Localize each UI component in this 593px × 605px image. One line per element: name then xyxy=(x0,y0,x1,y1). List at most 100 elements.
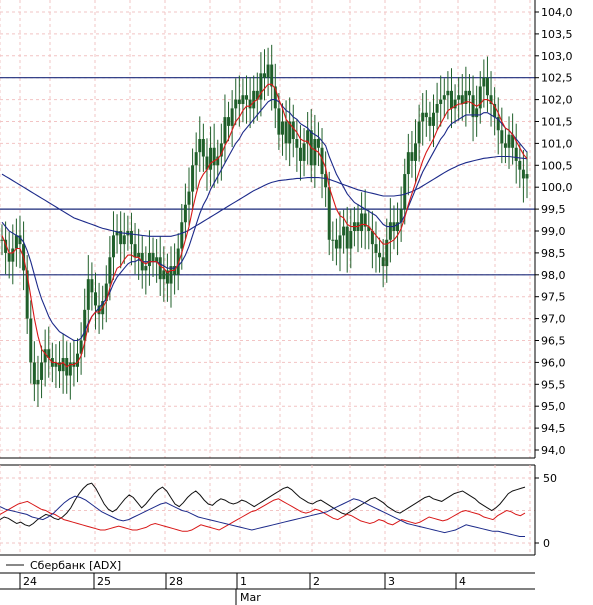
candle-body xyxy=(25,270,29,319)
candle-body xyxy=(104,283,108,302)
candle-body xyxy=(158,257,162,280)
candle-body xyxy=(288,121,292,144)
indicator-grid xyxy=(0,465,535,555)
candle-body xyxy=(270,64,274,87)
candle-body xyxy=(525,174,529,179)
candle-body xyxy=(360,213,364,231)
candle-body xyxy=(277,108,281,135)
candle-body xyxy=(406,152,410,175)
candle-body xyxy=(169,266,173,284)
candle-body xyxy=(133,244,137,258)
candle-body xyxy=(144,266,148,271)
candle-body xyxy=(227,117,231,126)
price-tick-label: 99,5 xyxy=(541,203,566,216)
candle-body xyxy=(176,248,180,275)
candle-body xyxy=(255,90,259,100)
indicator-axis-ticks: 50 0 xyxy=(535,472,557,550)
candle-body xyxy=(511,134,515,148)
candle-body xyxy=(518,160,522,170)
price-tick-label: 101,0 xyxy=(541,137,573,150)
candle-body xyxy=(521,169,525,179)
candle-body xyxy=(14,235,18,249)
candle-body xyxy=(439,99,443,104)
candle-body xyxy=(363,213,367,227)
price-tick-label: 102,0 xyxy=(541,94,573,107)
candle-body xyxy=(302,143,306,161)
candle-body xyxy=(421,112,425,122)
candle-body xyxy=(209,147,213,170)
candle-body xyxy=(428,117,432,126)
candle-body xyxy=(7,252,11,262)
candle-body xyxy=(482,77,486,87)
candle-body xyxy=(320,147,324,175)
candle-body xyxy=(457,95,461,100)
candle-body xyxy=(324,174,328,188)
candle-body xyxy=(47,349,51,359)
price-tick-label: 99,0 xyxy=(541,225,566,238)
candle-body xyxy=(378,252,382,258)
candle-body xyxy=(485,77,489,96)
time-axis-month-label: Mar xyxy=(240,591,261,604)
candle-body xyxy=(263,73,266,78)
candle-body xyxy=(183,204,187,223)
candle-body xyxy=(83,309,87,341)
candle-body xyxy=(248,99,252,109)
candle-body xyxy=(417,121,421,144)
candle-body xyxy=(367,226,371,231)
time-axis-day-label: 2 xyxy=(313,575,320,588)
price-panel: 104,0 103,5 103,0 102,5 102,0 101,5 101,0 100,5… xyxy=(0,0,573,459)
candle-body xyxy=(61,358,65,372)
time-axis-day-label: 25 xyxy=(97,575,111,588)
candle-body xyxy=(334,239,338,249)
price-tick-label: 96,0 xyxy=(541,356,566,369)
candle-body xyxy=(313,139,317,166)
price-moving-averages xyxy=(1,83,528,368)
candle-body xyxy=(252,90,256,109)
candle-body xyxy=(306,130,310,144)
candle-body xyxy=(162,270,166,280)
candle-body xyxy=(493,103,497,118)
candle-body xyxy=(342,226,346,236)
ma-slow-line xyxy=(1,155,528,237)
candle-body xyxy=(129,231,133,245)
candle-body xyxy=(86,279,90,310)
price-tick-label: 94,0 xyxy=(541,444,566,457)
candle-body xyxy=(442,95,446,100)
candle-body xyxy=(399,209,403,223)
candle-body xyxy=(273,86,277,109)
candle-body xyxy=(93,292,97,306)
price-tick-label: 100,0 xyxy=(541,181,573,194)
candle-body xyxy=(446,90,450,96)
candle-body xyxy=(345,226,349,249)
candle-body xyxy=(327,187,331,240)
price-tick-label: 98,0 xyxy=(541,269,566,282)
candle-body xyxy=(180,222,184,249)
price-tick-label: 97,0 xyxy=(541,313,566,326)
time-axis: 24 25 28 1 2 3 4 Mar xyxy=(0,572,535,605)
candle-body xyxy=(4,239,8,253)
candle-body xyxy=(212,147,216,166)
candle-body xyxy=(453,99,457,109)
candle-body xyxy=(460,95,464,104)
candle-body xyxy=(137,252,141,258)
candle-body xyxy=(266,64,270,78)
candle-body xyxy=(424,112,428,118)
candle-body xyxy=(291,121,295,140)
indicator-tick-label: 0 xyxy=(543,537,550,550)
candle-body xyxy=(496,117,500,131)
candle-body xyxy=(370,231,374,245)
candle-body xyxy=(414,143,418,161)
candle-body xyxy=(191,165,195,192)
legend-label: Сбербанк [ADX] xyxy=(30,559,121,572)
candle-body xyxy=(97,305,101,315)
candle-body xyxy=(280,121,284,135)
candle-body xyxy=(36,379,40,385)
candle-body xyxy=(410,152,414,161)
price-tick-label: 95,5 xyxy=(541,378,566,391)
candle-body xyxy=(205,156,209,170)
candle-body xyxy=(122,235,126,245)
candle-body xyxy=(79,340,83,354)
candle-body xyxy=(234,99,238,109)
candle-body xyxy=(403,174,407,210)
